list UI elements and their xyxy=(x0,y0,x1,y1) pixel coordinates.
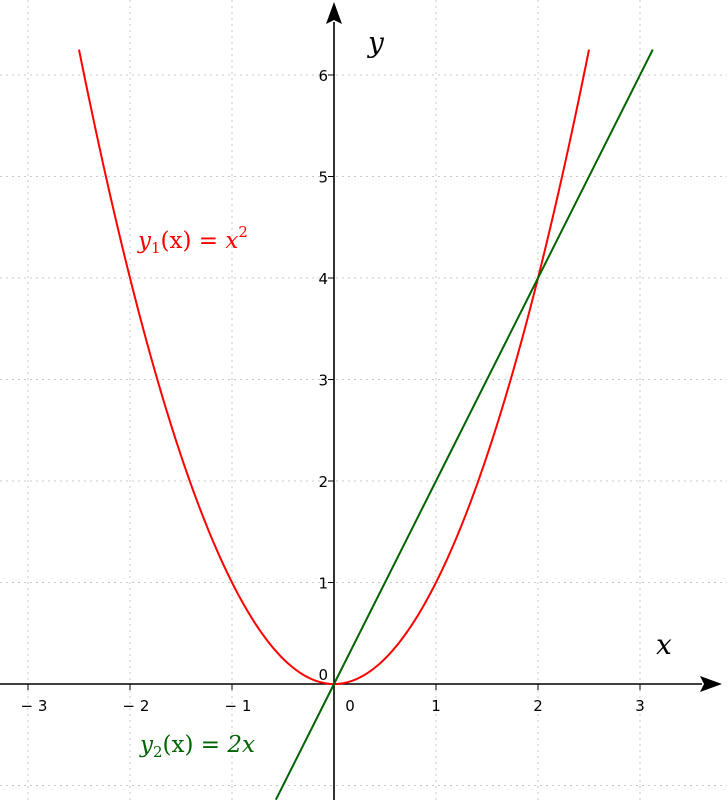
eq1-rhs: x xyxy=(225,228,238,254)
eq1-subscript: 1 xyxy=(151,239,161,257)
y-tick-label: 4 xyxy=(318,270,328,288)
y-tick-label: 1 xyxy=(318,575,328,593)
eq1-y: y xyxy=(137,228,152,254)
y-axis-arrow-icon xyxy=(326,2,342,24)
eq2-y: y xyxy=(139,732,154,758)
x-tick-label: − 2 xyxy=(123,697,150,715)
eq2-subscript: 2 xyxy=(153,743,163,761)
x-axis-label: x xyxy=(656,628,672,661)
x-tick-labels: − 3 − 2 − 1 0 1 2 3 xyxy=(21,684,645,715)
eq2-rhs: 2x xyxy=(226,732,255,758)
y-tick-label: 5 xyxy=(318,169,328,187)
x-tick-label: − 1 xyxy=(225,697,252,715)
y-tick-labels: 0 1 2 3 4 5 6 xyxy=(318,67,334,684)
x-tick-label: 0 xyxy=(345,697,355,715)
x-tick-label: 3 xyxy=(635,697,645,715)
y-tick-label: 6 xyxy=(318,67,328,85)
eq1-equals: = xyxy=(191,228,225,254)
series-y2-label: y2(x) = 2x xyxy=(139,732,255,761)
y-axis-label: y xyxy=(366,26,385,59)
x-tick-label: 2 xyxy=(533,697,543,715)
series-y1-label: y1(x) = x2 xyxy=(137,223,248,257)
eq1-arg: (x) xyxy=(161,228,192,254)
x-axis-arrow-icon xyxy=(700,676,722,692)
y-tick-label: 2 xyxy=(318,473,328,491)
x-tick-label: 1 xyxy=(431,697,441,715)
y-tick-label: 3 xyxy=(318,372,328,390)
eq2-arg: (x) xyxy=(163,732,194,758)
x-tick-label: − 3 xyxy=(21,697,48,715)
y-tick-label: 0 xyxy=(318,666,328,684)
eq1-superscript: 2 xyxy=(238,223,248,241)
eq2-equals: = xyxy=(193,732,227,758)
series-y2-line xyxy=(274,49,654,800)
